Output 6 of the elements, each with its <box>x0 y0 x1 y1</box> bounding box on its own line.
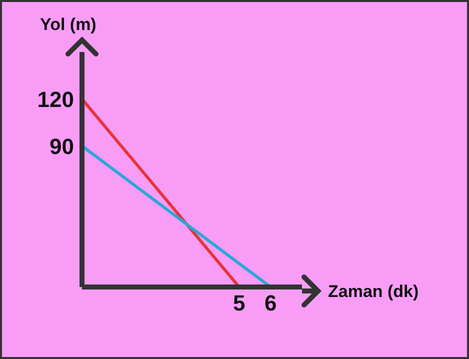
y-tick-label: 120 <box>37 86 74 112</box>
y-tick-label: 90 <box>50 134 74 159</box>
x-axis-title: Zaman (dk) <box>328 282 419 301</box>
x-tick-label: 5 <box>233 290 246 316</box>
y-axis-title: Yol (m) <box>40 15 96 34</box>
x-tick-label: 6 <box>264 290 277 316</box>
